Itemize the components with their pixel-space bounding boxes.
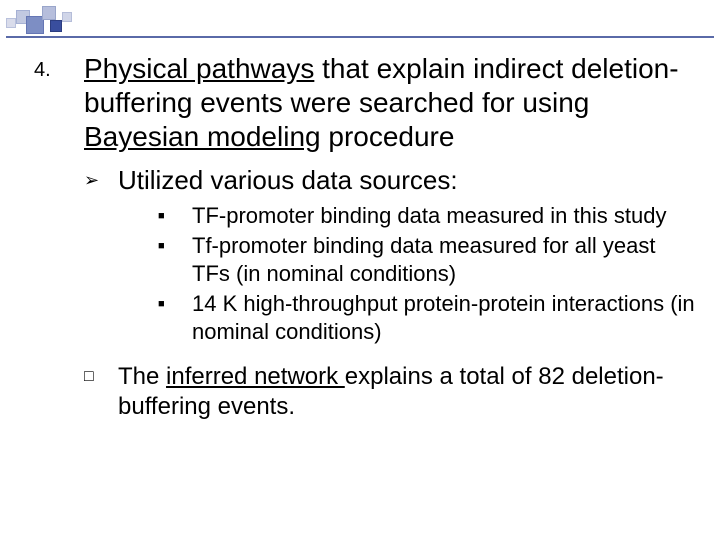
conclusion-item: □ The inferred network explains a total … — [84, 362, 696, 422]
list-item-main: 4. Physical pathways that explain indire… — [34, 52, 696, 154]
square-bullet-icon: ■ — [158, 232, 192, 260]
sub-text: Utilized various data sources: — [118, 164, 458, 196]
deco-square — [6, 18, 16, 28]
hollow-square-bullet-icon: □ — [84, 362, 118, 392]
list-item: ■ TF-promoter binding data measured in t… — [158, 202, 696, 230]
header-rule — [6, 36, 714, 38]
sub-item: ➢ Utilized various data sources: — [84, 164, 696, 196]
deco-square — [50, 20, 62, 32]
corner-decoration — [6, 6, 146, 34]
item-text: 14 K high-throughput protein-protein int… — [192, 290, 696, 346]
slide-content: 4. Physical pathways that explain indire… — [34, 52, 696, 422]
item-text: Tf-promoter binding data measured for al… — [192, 232, 696, 288]
arrow-bullet-icon: ➢ — [84, 164, 118, 196]
conclusion-text: The inferred network explains a total of… — [118, 362, 696, 422]
main-underline-2: Bayesian modeling — [84, 121, 321, 152]
list-item: ■ 14 K high-throughput protein-protein i… — [158, 290, 696, 346]
list-item: ■ Tf-promoter binding data measured for … — [158, 232, 696, 288]
item-text: TF-promoter binding data measured in thi… — [192, 202, 666, 230]
concl-pre: The — [118, 363, 166, 390]
slide: 4. Physical pathways that explain indire… — [0, 0, 720, 540]
main-underline-1: Physical pathways — [84, 53, 314, 84]
square-bullet-icon: ■ — [158, 290, 192, 318]
deco-square — [62, 12, 72, 22]
deco-square — [42, 6, 56, 20]
list-number: 4. — [34, 52, 84, 88]
concl-underline: inferred network — [166, 363, 345, 390]
square-bullet-icon: ■ — [158, 202, 192, 230]
main-tail: procedure — [321, 121, 455, 152]
main-text: Physical pathways that explain indirect … — [84, 52, 696, 154]
